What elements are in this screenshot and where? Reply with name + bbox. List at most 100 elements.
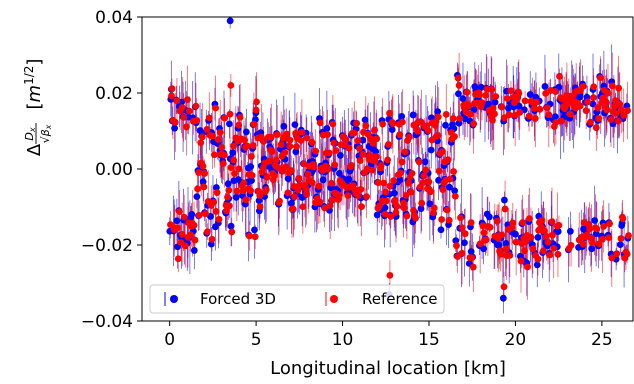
forced-3d-point (224, 180, 232, 188)
reference-point (593, 225, 601, 233)
reference-point (492, 93, 500, 100)
reference-point (392, 208, 400, 216)
reference-point (183, 123, 190, 131)
reference-point (427, 188, 434, 196)
y-axis-ticks: −0.04 −0.02 0.00 0.02 0.04 (81, 8, 142, 332)
forced-3d-point (227, 222, 235, 230)
reference-point (501, 205, 509, 213)
reference-point (606, 220, 613, 228)
reference-point (603, 106, 611, 114)
forced-3d-point (495, 241, 503, 249)
reference-point (197, 139, 205, 147)
reference-point (203, 126, 211, 133)
forced-3d-point (280, 122, 288, 130)
reference-point (387, 213, 395, 220)
reference-point (415, 158, 423, 166)
reference-point (298, 128, 306, 136)
reference-point (550, 244, 558, 252)
reference-point (335, 192, 343, 200)
reference-point (430, 204, 438, 212)
reference-point (385, 141, 392, 148)
forced-3d-point (336, 169, 343, 177)
reference-point (619, 215, 627, 223)
reference-point (453, 242, 460, 250)
svg-text:√βx: √βx (39, 124, 53, 143)
reference-point (178, 103, 186, 111)
reference-point (516, 108, 524, 116)
forced-3d-point (323, 125, 331, 132)
x-axis-label: Longitudinal location [km] (270, 358, 506, 379)
reference-point (354, 192, 362, 199)
reference-point (316, 198, 324, 206)
reference-point (376, 202, 383, 210)
reference-point (389, 120, 397, 128)
reference-point (327, 179, 335, 187)
forced-3d-point (502, 240, 510, 247)
reference-point (398, 158, 406, 166)
reference-point (541, 227, 548, 235)
reference-point (231, 170, 238, 177)
reference-point (284, 189, 292, 197)
reference-point (308, 179, 316, 187)
reference-point (403, 212, 411, 220)
legend-item-reference: Reference (325, 290, 438, 308)
reference-point (272, 156, 280, 164)
reference-point (552, 119, 560, 126)
reference-point (256, 203, 264, 210)
reference-point (247, 153, 255, 160)
reference-point (324, 165, 332, 173)
forced-3d-point (207, 213, 214, 220)
reference-point (446, 175, 454, 183)
reference-point (174, 255, 182, 263)
reference-point (210, 198, 218, 206)
reference-point (554, 250, 562, 258)
reference-point (465, 102, 473, 110)
reference-point (498, 231, 506, 239)
forced-3d-point (212, 184, 220, 191)
reference-point (176, 208, 183, 215)
y-tick-label: −0.02 (81, 236, 133, 256)
reference-point (325, 149, 333, 157)
reference-point (181, 242, 189, 250)
forced-3d-point (291, 121, 299, 129)
reference-point (210, 151, 218, 159)
reference-point (192, 102, 200, 110)
reference-point (184, 96, 191, 104)
x-tick-label: 15 (418, 330, 440, 350)
reference-point (191, 236, 199, 244)
forced-3d-point (388, 126, 396, 133)
reference-point (557, 117, 565, 125)
reference-point (332, 147, 340, 154)
reference-point (400, 204, 408, 212)
reference-point (620, 111, 628, 119)
reference-point (533, 98, 540, 106)
reference-point (198, 133, 206, 141)
reference-point (221, 151, 228, 159)
x-tick-label: 10 (332, 330, 354, 350)
reference-point (623, 250, 631, 258)
x-axis-ticks: 0 5 10 15 20 25 (164, 321, 613, 350)
reference-point (595, 115, 602, 122)
reference-point (463, 88, 471, 96)
forced-3d-point (504, 104, 512, 112)
reference-point (587, 118, 594, 126)
forced-3d-point (232, 194, 240, 201)
reference-point (303, 134, 311, 142)
reference-point (371, 126, 378, 134)
forced-3d-point (247, 163, 255, 171)
forced-3d-point (196, 127, 204, 134)
reference-point (611, 102, 618, 110)
reference-point (208, 235, 216, 243)
reference-point (168, 92, 175, 100)
reference-point (442, 111, 450, 118)
reference-point (594, 104, 601, 111)
reference-point (240, 179, 248, 187)
reference-point (624, 107, 631, 114)
reference-point (267, 133, 275, 141)
reference-point (507, 87, 515, 95)
reference-point (548, 218, 556, 226)
forced-3d-point (485, 213, 493, 221)
reference-point (226, 110, 234, 118)
reference-point (493, 217, 501, 225)
reference-point (612, 110, 620, 117)
